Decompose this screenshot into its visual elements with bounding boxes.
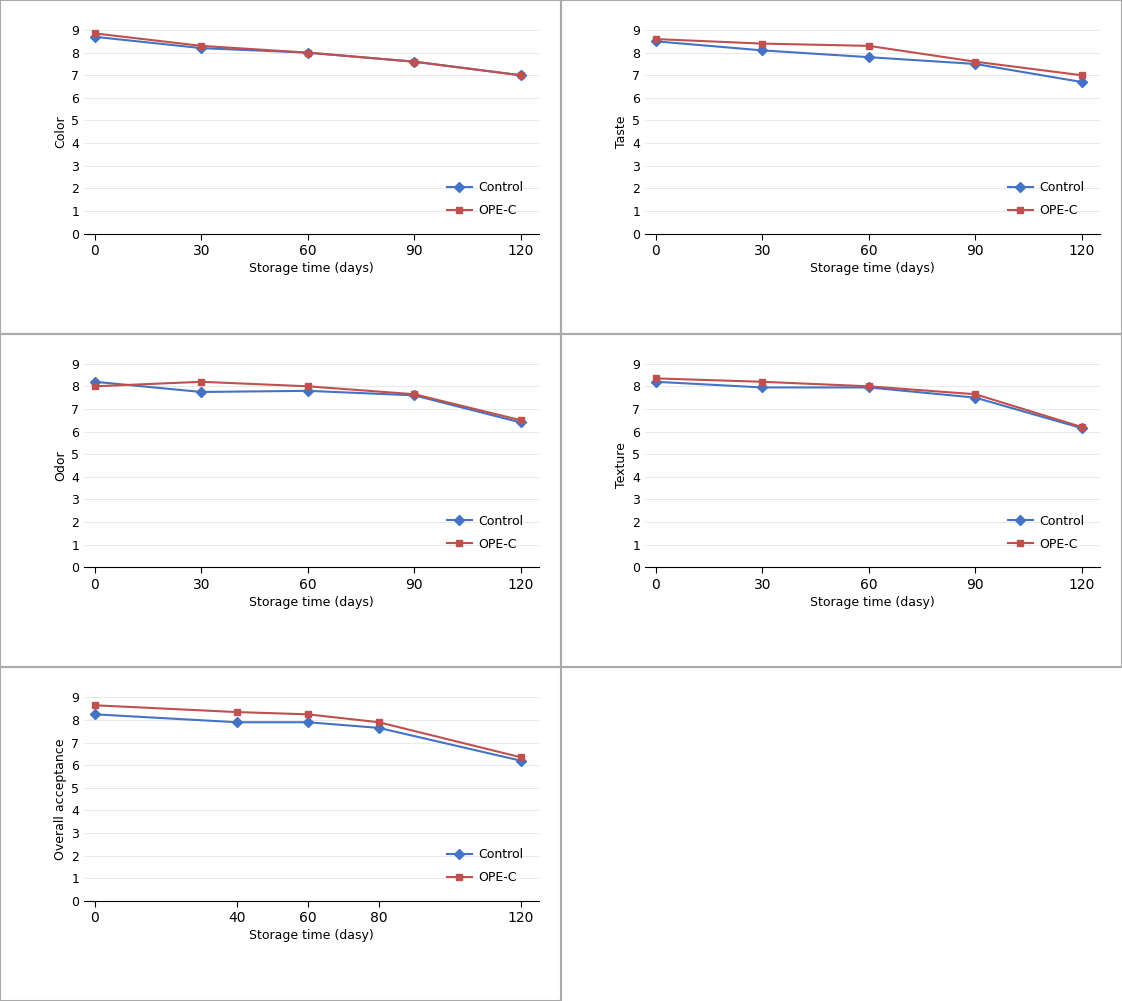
Control [1075, 76, 1088, 88]
Legend: Control, OPE-C: Control, OPE-C [447, 849, 523, 885]
OPE-C [1075, 69, 1088, 81]
Line: Control: Control [652, 378, 1085, 431]
Control [1075, 422, 1088, 434]
OPE-C [407, 56, 421, 68]
Control [194, 42, 208, 54]
Y-axis label: Color: Color [54, 115, 67, 148]
OPE-C [230, 706, 243, 718]
Control [301, 717, 314, 729]
Legend: Control, OPE-C: Control, OPE-C [1008, 181, 1084, 217]
Line: Control: Control [91, 33, 524, 79]
OPE-C [1075, 421, 1088, 433]
OPE-C [755, 38, 769, 50]
Line: OPE-C: OPE-C [91, 702, 524, 761]
Control [514, 416, 527, 428]
OPE-C [88, 380, 101, 392]
OPE-C [862, 380, 875, 392]
Control [649, 35, 662, 47]
Control [301, 384, 314, 396]
Control [301, 47, 314, 59]
OPE-C [301, 709, 314, 721]
Y-axis label: Odor: Odor [54, 450, 67, 480]
Y-axis label: Texture: Texture [615, 442, 628, 488]
OPE-C [514, 752, 527, 764]
OPE-C [514, 69, 527, 81]
OPE-C [194, 40, 208, 52]
Control [862, 381, 875, 393]
X-axis label: Storage time (days): Storage time (days) [249, 262, 374, 275]
Control [88, 709, 101, 721]
OPE-C [194, 375, 208, 387]
Control [230, 717, 243, 729]
Control [407, 56, 421, 68]
Control [194, 386, 208, 398]
X-axis label: Storage time (dasy): Storage time (dasy) [249, 930, 374, 943]
Legend: Control, OPE-C: Control, OPE-C [447, 181, 523, 217]
OPE-C [755, 375, 769, 387]
Control [88, 31, 101, 43]
OPE-C [373, 717, 386, 729]
X-axis label: Storage time (days): Storage time (days) [249, 596, 374, 609]
OPE-C [301, 47, 314, 59]
OPE-C [968, 56, 982, 68]
Line: Control: Control [652, 38, 1085, 85]
Control [373, 722, 386, 734]
Y-axis label: Overall acceptance: Overall acceptance [54, 739, 67, 860]
Control [514, 69, 527, 81]
Line: OPE-C: OPE-C [91, 378, 524, 423]
OPE-C [649, 372, 662, 384]
X-axis label: Storage time (dasy): Storage time (dasy) [810, 596, 935, 609]
Control [968, 58, 982, 70]
Control [407, 389, 421, 401]
OPE-C [862, 40, 875, 52]
Y-axis label: Taste: Taste [615, 115, 628, 148]
Control [862, 51, 875, 63]
Control [755, 381, 769, 393]
Legend: Control, OPE-C: Control, OPE-C [1008, 515, 1084, 551]
Control [514, 755, 527, 767]
Line: Control: Control [91, 378, 524, 426]
Line: OPE-C: OPE-C [652, 36, 1085, 79]
Control [755, 44, 769, 56]
Control [968, 391, 982, 403]
OPE-C [514, 414, 527, 426]
OPE-C [649, 33, 662, 45]
OPE-C [407, 388, 421, 400]
Line: OPE-C: OPE-C [652, 375, 1085, 430]
OPE-C [88, 27, 101, 39]
Legend: Control, OPE-C: Control, OPE-C [447, 515, 523, 551]
Control [649, 375, 662, 387]
Line: OPE-C: OPE-C [91, 30, 524, 79]
OPE-C [88, 700, 101, 712]
Control [88, 375, 101, 387]
OPE-C [301, 380, 314, 392]
X-axis label: Storage time (days): Storage time (days) [810, 262, 935, 275]
Line: Control: Control [91, 711, 524, 764]
OPE-C [968, 388, 982, 400]
